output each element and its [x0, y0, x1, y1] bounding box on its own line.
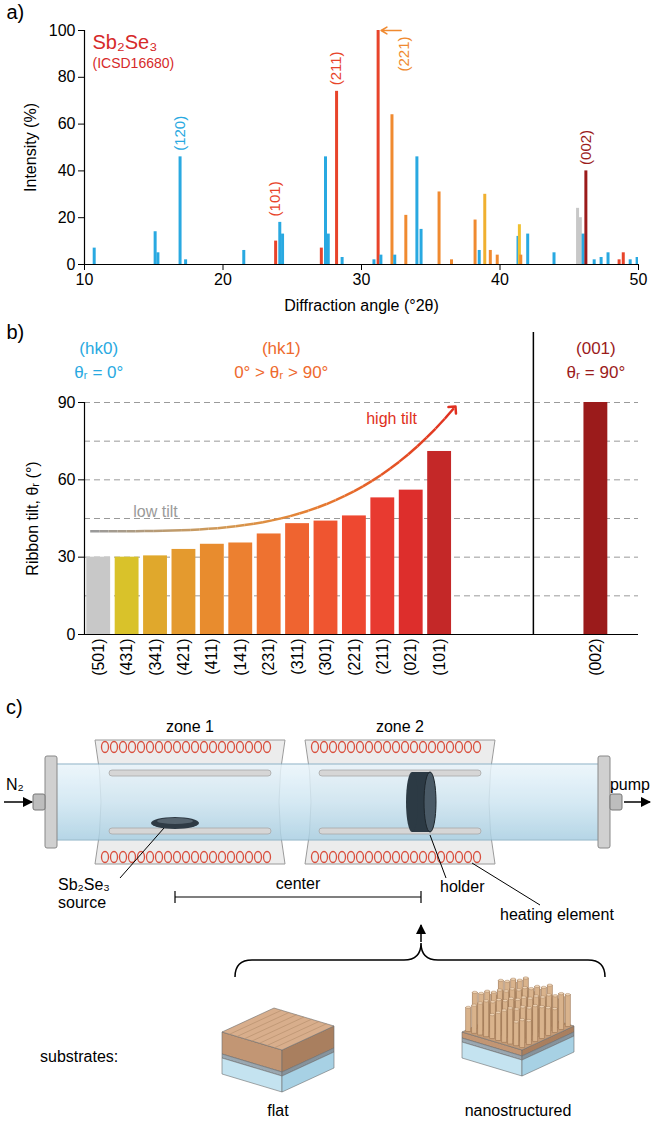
svg-text:low tilt: low tilt: [133, 503, 178, 520]
svg-text:center: center: [276, 875, 321, 892]
svg-text:Sb₂Se₃: Sb₂Se₃: [93, 31, 158, 53]
svg-text:(001): (001): [576, 339, 616, 358]
svg-text:20: 20: [214, 271, 232, 288]
svg-text:(ICSD16680): (ICSD16680): [93, 55, 175, 71]
svg-text:40: 40: [58, 162, 76, 179]
svg-text:holder: holder: [440, 878, 485, 895]
svg-text:b): b): [7, 321, 25, 343]
svg-text:(hk1): (hk1): [262, 339, 301, 358]
svg-text:(002): (002): [587, 639, 604, 676]
svg-text:(421): (421): [175, 639, 192, 676]
svg-text:20: 20: [58, 209, 76, 226]
svg-text:0° > θᵣ > 90°: 0° > θᵣ > 90°: [234, 363, 328, 382]
svg-text:Intensity (%): Intensity (%): [22, 103, 39, 192]
svg-text:source: source: [58, 894, 106, 911]
svg-text:(501): (501): [90, 639, 107, 676]
svg-text:high tilt: high tilt: [366, 410, 417, 427]
svg-text:10: 10: [76, 271, 94, 288]
svg-text:(141): (141): [232, 639, 249, 676]
svg-text:(301): (301): [317, 639, 334, 676]
svg-text:90: 90: [58, 394, 76, 411]
svg-text:substrates:: substrates:: [40, 1048, 118, 1065]
svg-text:(002): (002): [577, 130, 594, 165]
svg-text:c): c): [6, 696, 23, 718]
svg-text:(221): (221): [395, 37, 412, 72]
svg-text:60: 60: [58, 115, 76, 132]
svg-text:(101): (101): [266, 181, 283, 216]
svg-text:nanostructured: nanostructured: [465, 1102, 572, 1119]
svg-text:(021): (021): [402, 639, 419, 676]
svg-text:(101): (101): [431, 639, 448, 676]
svg-text:heating element: heating element: [500, 906, 614, 923]
svg-text:(341): (341): [147, 639, 164, 676]
svg-text:θᵣ = 90°: θᵣ = 90°: [567, 363, 626, 382]
svg-text:(311): (311): [289, 639, 306, 675]
svg-text:zone 2: zone 2: [376, 718, 424, 735]
svg-text:(431): (431): [118, 639, 135, 676]
svg-text:(120): (120): [171, 116, 188, 151]
svg-text:Ribbon tilt, θᵣ (°): Ribbon tilt, θᵣ (°): [24, 461, 41, 575]
svg-text:a): a): [7, 1, 25, 23]
svg-text:30: 30: [58, 548, 76, 565]
svg-text:(221): (221): [346, 639, 363, 676]
svg-text:θᵣ = 0°: θᵣ = 0°: [74, 363, 123, 382]
svg-text:40: 40: [491, 271, 509, 288]
svg-text:(231): (231): [260, 639, 277, 676]
svg-text:(411): (411): [203, 639, 220, 675]
svg-text:zone 1: zone 1: [166, 718, 214, 735]
svg-text:Sb₂Se₃: Sb₂Se₃: [58, 876, 110, 893]
svg-text:flat: flat: [267, 1102, 289, 1119]
svg-text:Diffraction angle (°2θ): Diffraction angle (°2θ): [284, 297, 439, 314]
svg-text:0: 0: [67, 626, 76, 643]
svg-text:0: 0: [67, 256, 76, 273]
svg-text:100: 100: [49, 22, 76, 39]
svg-text:80: 80: [58, 68, 76, 85]
svg-text:(hk0): (hk0): [79, 339, 118, 358]
svg-text:N₂: N₂: [6, 776, 24, 793]
svg-text:60: 60: [58, 471, 76, 488]
svg-text:(211): (211): [327, 51, 344, 85]
svg-text:pump: pump: [610, 776, 650, 793]
svg-text:30: 30: [353, 271, 371, 288]
svg-text:(211): (211): [374, 639, 391, 675]
svg-text:50: 50: [630, 271, 648, 288]
